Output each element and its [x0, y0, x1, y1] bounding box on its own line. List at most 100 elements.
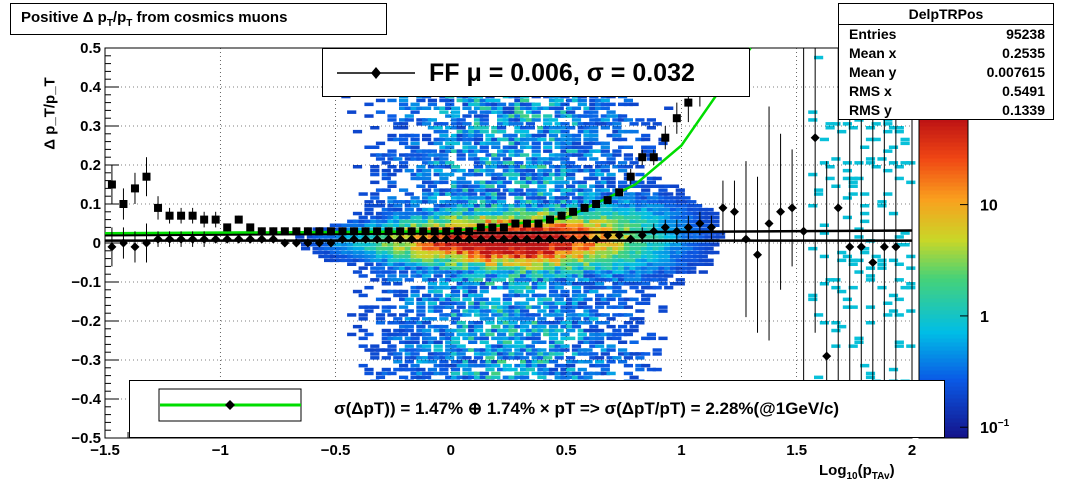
- heatmap-cell: [399, 254, 409, 259]
- heatmap-cell: [393, 352, 403, 356]
- heatmap-cell: [364, 207, 374, 212]
- heatmap-cell: [439, 246, 449, 251]
- heatmap-cell: [301, 246, 311, 251]
- heatmap-cell: [629, 246, 639, 251]
- heatmap-cell: [427, 340, 437, 344]
- heatmap-cell: [497, 149, 507, 153]
- heatmap-cell: [399, 246, 409, 251]
- heatmap-cell: [687, 235, 697, 239]
- heatmap-cell: [485, 137, 495, 142]
- heatmap-cell: [433, 243, 443, 247]
- heatmap-cell: [422, 161, 432, 165]
- heatmap-cell: [531, 293, 541, 298]
- heatmap-cell: [410, 336, 420, 341]
- heatmap-cell: [479, 289, 489, 294]
- heatmap-cell: [335, 243, 345, 247]
- heatmap-cell: [508, 227, 518, 231]
- heatmap-cell: [629, 215, 639, 220]
- heatmap-cell: [462, 360, 472, 364]
- heatmap-cell: [387, 289, 397, 294]
- heatmap-cell: [485, 254, 495, 259]
- heatmap-cell: [623, 363, 633, 368]
- heatmap-cell: [825, 278, 835, 282]
- heatmap-cell: [848, 184, 858, 188]
- heatmap-cell: [445, 348, 455, 352]
- heatmap-cell: [652, 274, 662, 278]
- heatmap-cell: [652, 285, 662, 290]
- heatmap-cell: [370, 168, 380, 173]
- heatmap-cell: [393, 367, 403, 372]
- heatmap-cell: [629, 317, 639, 321]
- heatmap-cell: [473, 282, 484, 286]
- heatmap-cell: [422, 207, 432, 212]
- heatmap-cell: [543, 313, 553, 317]
- heatmap-cell: [554, 114, 564, 118]
- heatmap-cell: [606, 157, 616, 161]
- heatmap-cell: [629, 328, 639, 333]
- heatmap-cell: [537, 165, 547, 169]
- heatmap-cell: [399, 137, 409, 142]
- heatmap-cell: [502, 309, 512, 313]
- heatmap-cell: [589, 211, 599, 216]
- diamond-marker: [868, 258, 878, 267]
- heatmap-cell: [514, 188, 524, 192]
- heatmap-cell: [583, 223, 593, 227]
- heatmap-cell: [381, 207, 391, 212]
- heatmap-cell: [554, 285, 564, 290]
- heatmap-cell: [571, 168, 582, 173]
- heatmap-cell: [410, 332, 420, 337]
- heatmap-cell: [399, 270, 409, 274]
- heatmap-cell: [566, 309, 576, 313]
- heatmap-cell: [525, 254, 535, 259]
- heatmap-cell: [514, 106, 524, 110]
- heatmap-cell: [456, 168, 466, 173]
- heatmap-cell: [508, 282, 518, 286]
- heatmap-cell: [393, 200, 403, 204]
- heatmap-cell: [606, 293, 616, 298]
- heatmap-cell: [450, 204, 461, 208]
- heatmap-cell: [445, 328, 455, 333]
- heatmap-cell: [404, 278, 414, 282]
- heatmap-cell: [583, 305, 593, 309]
- heatmap-cell: [589, 219, 599, 224]
- heatmap-cell: [571, 282, 582, 286]
- heatmap-cell: [370, 196, 380, 200]
- heatmap-cell: [381, 219, 391, 224]
- heatmap-cell: [560, 200, 570, 204]
- heatmap-cell: [450, 360, 461, 364]
- heatmap-cell: [375, 254, 386, 259]
- heatmap-cell: [479, 262, 489, 266]
- heatmap-cell: [537, 363, 547, 368]
- heatmap-cell: [508, 188, 518, 192]
- heatmap-cell: [629, 324, 639, 329]
- heatmap-cell: [583, 309, 593, 313]
- heatmap-cell: [525, 118, 535, 122]
- heatmap-cell: [416, 266, 426, 270]
- heatmap-cell: [525, 133, 535, 138]
- heatmap-cell: [600, 161, 610, 165]
- diamond-marker: [822, 351, 832, 361]
- heatmap-cell: [629, 223, 639, 227]
- heatmap-cell: [652, 196, 662, 200]
- heatmap-cell: [468, 266, 478, 270]
- heatmap-cell: [888, 145, 899, 149]
- heatmap-cell: [669, 207, 680, 212]
- heatmap-cell: [422, 266, 432, 270]
- heatmap-cell: [491, 188, 501, 192]
- heatmap-cell: [560, 157, 570, 161]
- heatmap-cell: [577, 367, 587, 372]
- heatmap-cell: [399, 106, 409, 110]
- heatmap-cell: [404, 356, 414, 360]
- heatmap-cell: [554, 328, 564, 333]
- heatmap-cell: [888, 161, 899, 165]
- heatmap-cell: [370, 258, 380, 263]
- heatmap-cell: [422, 293, 432, 298]
- square-marker: [292, 227, 301, 236]
- heatmap-cell: [375, 274, 386, 278]
- heatmap-cell: [664, 204, 674, 208]
- heatmap-cell: [612, 282, 622, 286]
- heatmap-cell: [497, 114, 507, 118]
- heatmap-cell: [520, 317, 530, 321]
- heatmap-cell: [520, 305, 530, 309]
- heatmap-cell: [491, 235, 501, 239]
